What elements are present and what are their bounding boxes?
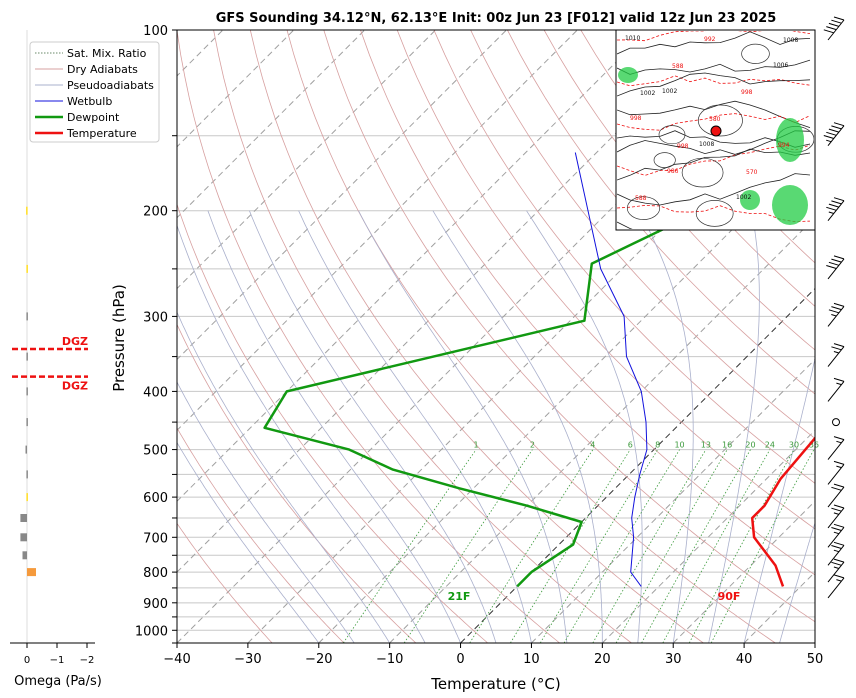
x-tick-label: −10 [376, 652, 403, 667]
precip-area [776, 118, 804, 162]
omega-bar [26, 312, 28, 320]
map-contour-label: 998 [677, 143, 689, 150]
y-tick-label: 500 [143, 444, 168, 459]
omega-bar [26, 387, 28, 395]
mixing-ratio-label: 8 [655, 441, 660, 450]
chart-title: GFS Sounding 34.12°N, 62.13°E Init: 00z … [216, 11, 777, 26]
x-tick-label: 0 [456, 652, 464, 667]
mixing-ratio-label: 13 [701, 441, 711, 450]
x-tick-label: 30 [665, 652, 682, 667]
y-tick-label: 100 [143, 24, 168, 39]
omega-bar [26, 207, 28, 215]
omega-tick-label: −1 [50, 655, 65, 666]
map-contour-label: 588 [635, 195, 647, 202]
mixing-ratio-label: 30 [789, 441, 799, 450]
omega-bar [26, 265, 28, 273]
y-tick-label: 1000 [135, 624, 168, 639]
mixing-ratio-label: 1 [474, 441, 479, 450]
surface-temperature-label: 90F [718, 590, 741, 603]
precip-area [772, 185, 808, 225]
map-contour-label: 588 [672, 63, 684, 70]
map-contour-label: 580 [709, 116, 721, 123]
dgz-label: DGZ [62, 380, 88, 393]
x-axis-label: Temperature (°C) [430, 675, 560, 693]
legend-entry: Dry Adiabats [67, 63, 138, 76]
omega-bar [27, 568, 36, 576]
mixing-ratio-label: 20 [745, 441, 755, 450]
legend-entry: Dewpoint [67, 111, 120, 124]
x-tick-label: 40 [736, 652, 753, 667]
map-contour-label: 1002 [662, 88, 677, 95]
surface-dewpoint-label: 21F [448, 590, 471, 603]
map-contour-label: 998 [630, 115, 642, 122]
dgz-label: DGZ [62, 335, 88, 348]
legend: Sat. Mix. Ratio Dry Adiabats Pseudoadiab… [30, 42, 159, 142]
omega-axis-label: Omega (Pa/s) [14, 674, 102, 689]
map-contour-label: 570 [746, 169, 758, 176]
map-contour-label: 1010 [625, 35, 640, 42]
x-tick-label: 10 [523, 652, 540, 667]
legend-entry: Temperature [66, 127, 137, 140]
mixing-ratio-label: 24 [765, 441, 775, 450]
omega-bar [23, 551, 28, 559]
y-tick-label: 800 [143, 566, 168, 581]
y-tick-label: 900 [143, 597, 168, 612]
mixing-ratio-label: 16 [722, 441, 732, 450]
map-contour-label: 986 [667, 168, 679, 175]
x-tick-label: −40 [163, 652, 190, 667]
y-tick-label: 300 [143, 310, 168, 325]
omega-bar [26, 470, 28, 478]
legend-entry: Wetbulb [67, 95, 112, 108]
sounding-figure: GFS Sounding 34.12°N, 62.13°E Init: 00z … [0, 0, 856, 698]
location-marker [711, 126, 721, 136]
mixing-ratio-label: 4 [590, 441, 595, 450]
omega-bar [20, 533, 27, 541]
omega-bar [26, 418, 28, 426]
omega-bar [20, 514, 27, 522]
y-tick-label: 600 [143, 491, 168, 506]
omega-tick-label: −2 [80, 655, 95, 666]
map-contour-label: 1006 [773, 62, 788, 69]
omega-tick-label: 0 [24, 655, 30, 666]
omega-bar [26, 353, 28, 361]
mixing-ratio-label: 6 [628, 441, 633, 450]
map-contour-label: 1008 [699, 141, 714, 148]
omega-bar [26, 493, 28, 501]
mixing-ratio-label: 10 [674, 441, 684, 450]
y-tick-label: 400 [143, 385, 168, 400]
precip-area [618, 67, 638, 83]
legend-entry: Pseudoadiabats [67, 79, 154, 92]
map-contour-label: 998 [741, 89, 753, 96]
y-tick-label: 700 [143, 531, 168, 546]
x-tick-label: 20 [594, 652, 611, 667]
map-contour-label: 1008 [783, 37, 798, 44]
omega-bar [26, 446, 28, 454]
y-axis-label: Pressure (hPa) [110, 284, 128, 392]
legend-entry: Sat. Mix. Ratio [67, 47, 147, 60]
map-contour-label: 992 [704, 36, 716, 43]
map-contour-label: 1002 [640, 90, 655, 97]
x-tick-label: −30 [234, 652, 261, 667]
y-tick-label: 200 [143, 205, 168, 220]
map-contour-label: 994 [778, 142, 790, 149]
mixing-ratio-label: 2 [530, 441, 535, 450]
x-tick-label: 50 [807, 652, 824, 667]
map-contour-label: 1002 [736, 194, 751, 201]
x-tick-label: −20 [305, 652, 332, 667]
inset-map: 1010 1002 1008 1002 1006 998 986 992 998 994 588 58… [616, 25, 815, 259]
